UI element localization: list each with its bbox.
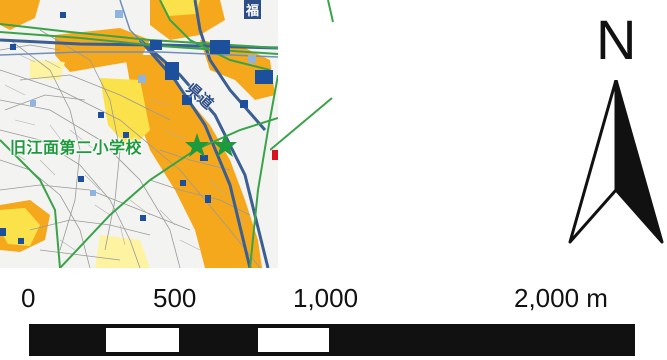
- map-graphic: [0, 0, 278, 268]
- school-label: 旧江面第二小学校: [10, 140, 143, 157]
- map-panel[interactable]: 福 県道 旧江面第二小学校: [0, 0, 278, 268]
- north-arrow-icon: [568, 80, 664, 244]
- school-stars: [185, 133, 237, 157]
- star-icon: [185, 133, 209, 157]
- rail-lines-outside: [270, 0, 334, 151]
- star-icon: [213, 133, 237, 157]
- scale-segment-white: [258, 328, 329, 352]
- north-letter: N: [596, 8, 637, 71]
- scale-label-1000: 1,000: [293, 283, 359, 313]
- scale-bar: [29, 324, 635, 356]
- road-sign-label: 福: [244, 0, 262, 19]
- scale-segment-white: [106, 328, 179, 352]
- scale-label-500: 500: [153, 283, 197, 313]
- scale-label-2000: 2,000 m: [514, 283, 608, 313]
- scale-label-0: 0: [21, 283, 36, 313]
